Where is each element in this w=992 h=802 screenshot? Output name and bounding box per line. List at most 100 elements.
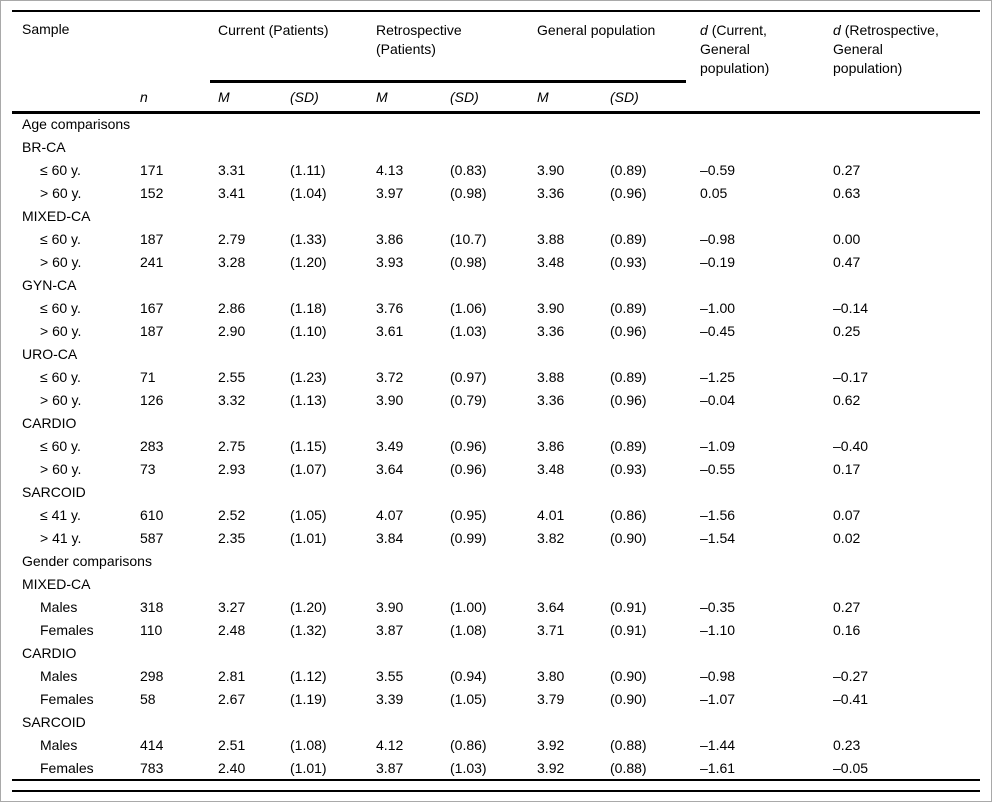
cell: –0.45: [700, 322, 736, 339]
cell: (1.20): [290, 253, 327, 270]
cell: 318: [140, 598, 164, 615]
sub-header-row: n M (SD) M (SD) M (SD): [12, 81, 981, 114]
table-row: > 60 y. 126 3.32 (1.13) 3.90 (0.79) 3.36 (0.96)…: [12, 388, 980, 411]
cell: 3.97: [376, 184, 404, 201]
cell: [140, 641, 210, 664]
cell: (10.7): [450, 230, 487, 247]
cell: –0.14: [833, 299, 869, 316]
row-label: MIXED-CA: [22, 575, 91, 592]
column-header-d-current: d (Current, General population): [700, 22, 770, 76]
cell: –0.55: [700, 460, 736, 477]
table-row: MIXED-CA: [12, 572, 980, 595]
row-label: Females: [40, 690, 94, 707]
cell: [826, 273, 980, 296]
cell: [537, 135, 610, 158]
cell: (0.90): [610, 667, 647, 684]
cell: [826, 204, 980, 227]
cell: (0.94): [450, 667, 487, 684]
cell: 3.84: [376, 529, 404, 546]
column-header-m-current: M: [210, 81, 290, 114]
cell: (0.91): [610, 598, 647, 615]
cell: [537, 112, 610, 135]
cell: 2.93: [218, 460, 246, 477]
cell: [450, 204, 537, 227]
cell: [610, 549, 686, 572]
cell: –1.07: [700, 690, 736, 707]
cell: [376, 342, 450, 365]
table-row: Males 318 3.27 (1.20) 3.90 (1.00) 3.64 (0.91) –0…: [12, 595, 980, 618]
cell: [290, 480, 376, 503]
table-row: Females 58 2.67 (1.19) 3.39 (1.05) 3.79 (0.90) –…: [12, 687, 980, 710]
cell: (1.06): [450, 299, 487, 316]
cell: (1.01): [290, 759, 327, 776]
column-header-empty: [826, 81, 981, 114]
cell: 3.55: [376, 667, 404, 684]
cell: [826, 342, 980, 365]
cell: [826, 112, 980, 135]
row-label: ≤ 41 y.: [40, 506, 81, 523]
cell: [210, 480, 290, 503]
cell: 3.86: [376, 230, 404, 247]
cell: 2.51: [218, 736, 246, 753]
cell: [610, 572, 686, 595]
cell: 4.01: [537, 506, 565, 523]
cell: [686, 204, 826, 227]
cell: [537, 273, 610, 296]
cell: 3.87: [376, 621, 404, 638]
cell: (0.89): [610, 368, 647, 385]
cell: [537, 641, 610, 664]
table-row: GYN-CA: [12, 273, 980, 296]
table-row: CARDIO: [12, 411, 980, 434]
cell: [290, 572, 376, 595]
cell: 3.39: [376, 690, 404, 707]
cell: [290, 411, 376, 434]
column-header-m-general: M: [537, 81, 611, 114]
bottom-rule-lower: [12, 790, 980, 792]
row-label: GYN-CA: [22, 276, 77, 293]
cell: (0.98): [450, 184, 487, 201]
row-label: > 60 y.: [40, 184, 82, 201]
group-header-row: Sample Current (Patients) Retrospective …: [12, 12, 980, 83]
cell: (0.93): [610, 460, 647, 477]
cell: [290, 641, 376, 664]
table-row: ≤ 60 y. 71 2.55 (1.23) 3.72 (0.97) 3.88 (0.89) –…: [12, 365, 980, 388]
cell: [610, 112, 686, 135]
cell: 3.28: [218, 253, 246, 270]
cell: –0.98: [700, 667, 736, 684]
cell: 3.86: [537, 437, 565, 454]
cell: [290, 549, 376, 572]
cell: 3.32: [218, 391, 246, 408]
cell: (1.15): [290, 437, 327, 454]
cell: (1.20): [290, 598, 327, 615]
cell: [450, 342, 537, 365]
cell: (0.96): [610, 184, 647, 201]
cell: [376, 480, 450, 503]
cell: [537, 411, 610, 434]
cell: [537, 710, 610, 733]
cell: (0.86): [610, 506, 647, 523]
cell: [450, 480, 537, 503]
cell: [376, 112, 450, 135]
cell: 0.27: [833, 161, 861, 178]
cell: (0.89): [610, 299, 647, 316]
cell: [826, 411, 980, 434]
cell: (0.91): [610, 621, 647, 638]
cell: [376, 204, 450, 227]
cell: 187: [140, 322, 164, 339]
cell: [376, 572, 450, 595]
column-header-n: n: [140, 81, 210, 114]
cell: 110: [140, 621, 163, 638]
cell: [450, 112, 537, 135]
cell: 0.25: [833, 322, 861, 339]
cell: [686, 411, 826, 434]
cell: 0.17: [833, 460, 861, 477]
cell: [376, 549, 450, 572]
cell: [376, 710, 450, 733]
bottom-rule-upper: [12, 779, 980, 781]
cell: [826, 135, 980, 158]
row-label: > 60 y.: [40, 460, 82, 477]
row-label: ≤ 60 y.: [40, 299, 81, 316]
cell: 3.36: [537, 184, 565, 201]
cell: 2.90: [218, 322, 246, 339]
cell: [290, 112, 376, 135]
